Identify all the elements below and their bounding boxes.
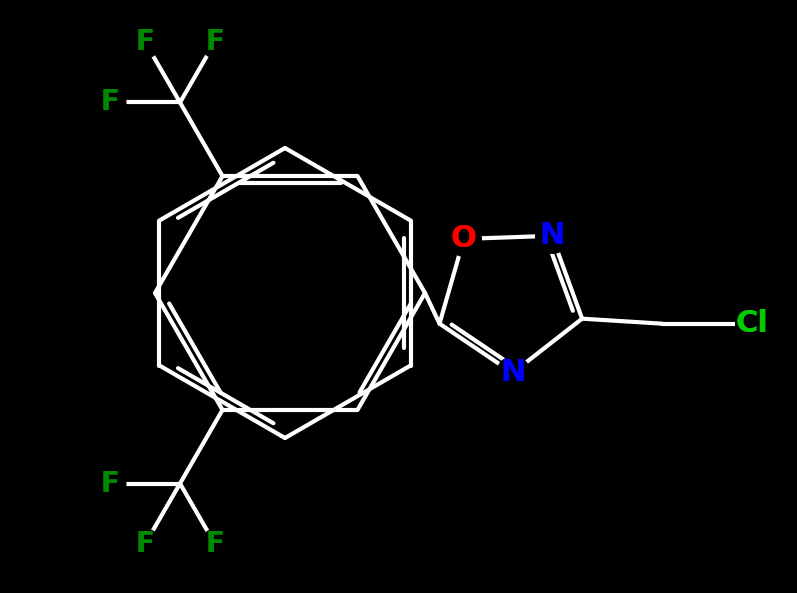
Text: N: N [540, 221, 564, 250]
Text: N: N [500, 358, 525, 387]
Text: O: O [451, 224, 477, 253]
Text: F: F [100, 88, 120, 116]
Text: N: N [540, 221, 564, 250]
Text: O: O [451, 224, 477, 253]
Text: F: F [135, 28, 155, 56]
Text: F: F [100, 470, 120, 498]
Text: F: F [206, 28, 225, 56]
Text: F: F [135, 530, 155, 558]
Text: Cl: Cl [736, 309, 768, 338]
Text: Cl: Cl [736, 309, 768, 338]
Text: F: F [206, 28, 225, 56]
Text: F: F [206, 530, 225, 558]
Text: F: F [135, 530, 155, 558]
Text: F: F [206, 530, 225, 558]
Text: N: N [500, 358, 525, 387]
Text: F: F [135, 28, 155, 56]
Text: F: F [100, 470, 120, 498]
Text: F: F [100, 88, 120, 116]
